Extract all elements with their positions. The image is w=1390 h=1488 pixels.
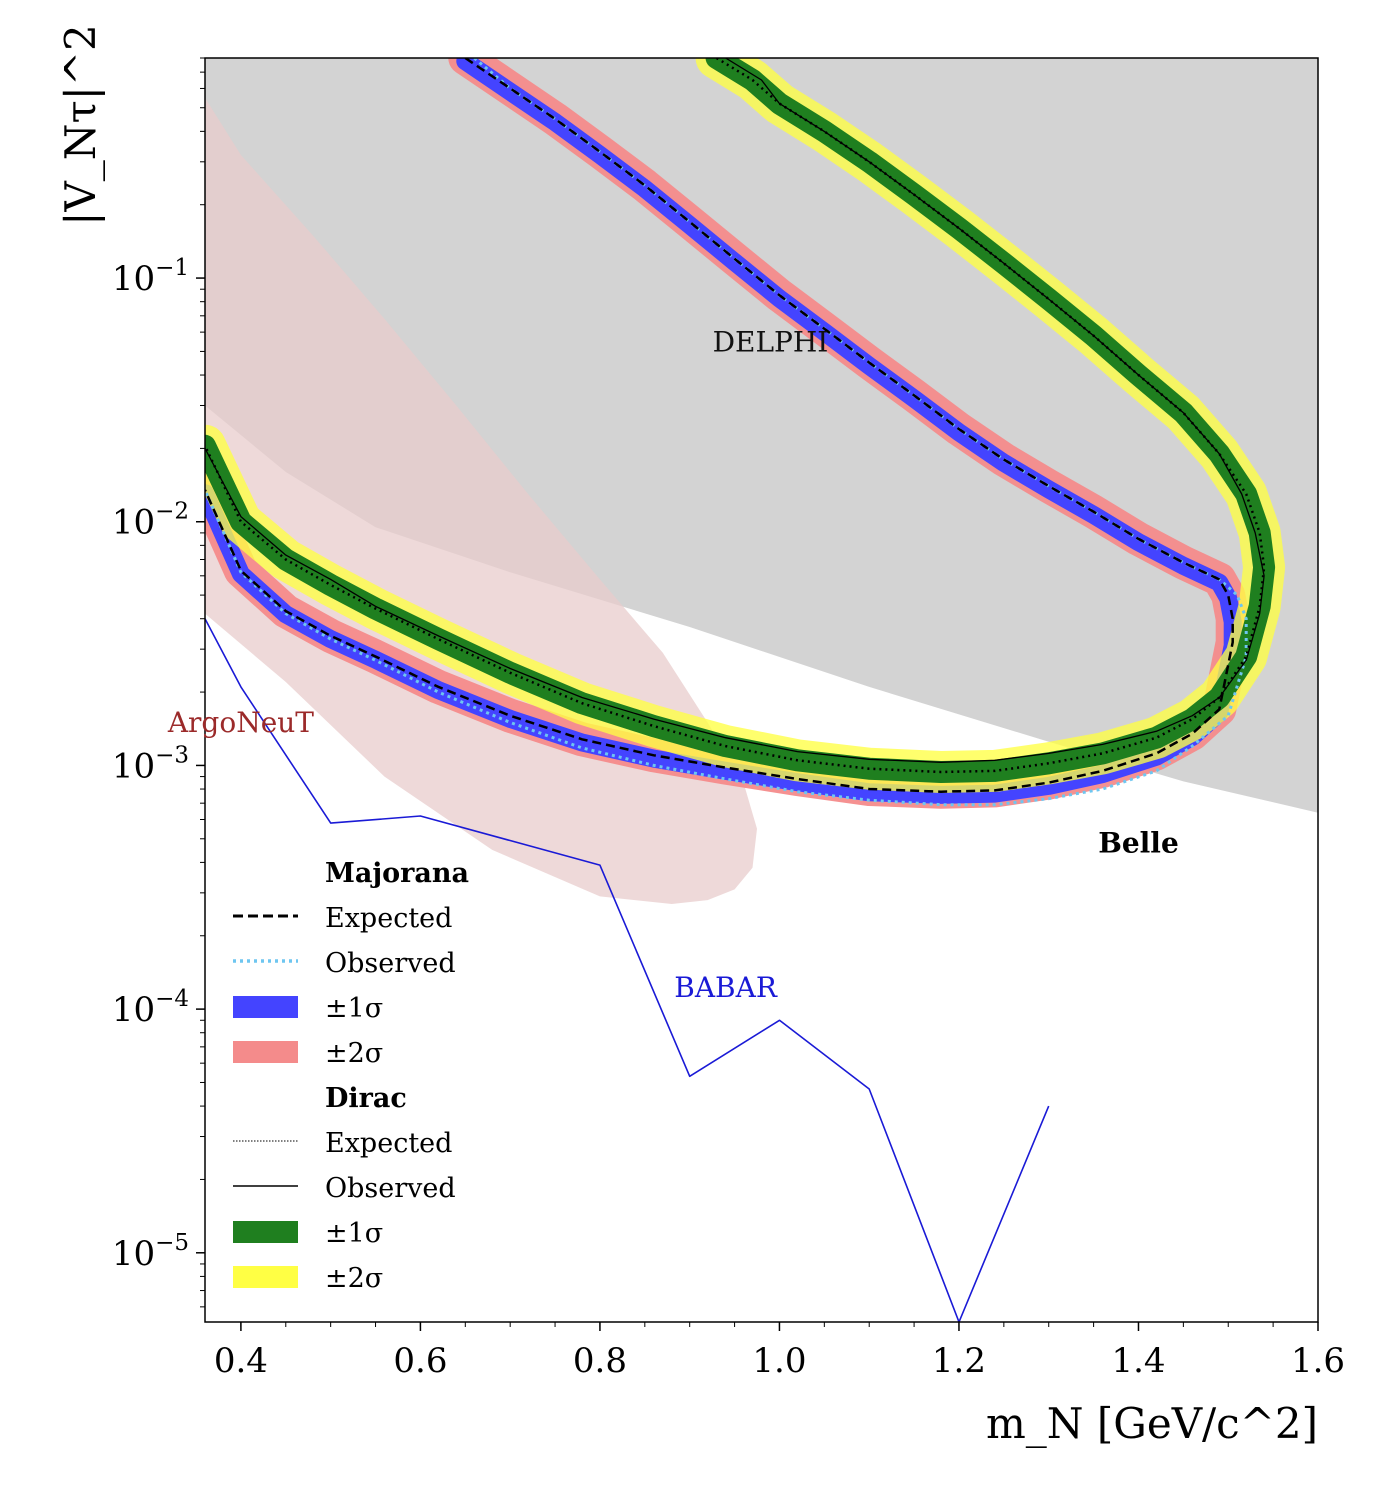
plot-area bbox=[205, 58, 1318, 1322]
legend-dirac-2sigma-swatch bbox=[233, 1266, 298, 1288]
babar-line bbox=[205, 618, 1050, 1322]
legend-dirac-observed: Observed bbox=[325, 1173, 456, 1204]
argoneut-label: ArgoNeuT bbox=[167, 706, 314, 739]
legend-dirac-title: Dirac bbox=[325, 1083, 407, 1114]
legend: Majorana Expected Observed ±1σ ±2σ Dirac… bbox=[233, 858, 469, 1294]
dirac-observed-line bbox=[205, 58, 1265, 763]
y-axis-title: |V_Nτ|^2 bbox=[56, 24, 105, 226]
x-axis-title: m_N [GeV/c^2] bbox=[986, 1399, 1318, 1448]
region-labels: DELPHI ArgoNeuT BABAR Belle bbox=[167, 325, 1179, 1004]
legend-dirac-1sigma-swatch bbox=[233, 1221, 298, 1243]
y-tick-label: 10−4 bbox=[112, 986, 189, 1030]
y-tick-label: 10−5 bbox=[112, 1230, 189, 1274]
x-tick-label: 1.4 bbox=[1111, 1341, 1165, 1381]
legend-majorana-title: Majorana bbox=[325, 858, 469, 889]
legend-dirac-1sigma: ±1σ bbox=[325, 1218, 383, 1249]
majorana-expected-line bbox=[205, 58, 1234, 793]
belle-label: Belle bbox=[1098, 826, 1179, 859]
delphi-label: DELPHI bbox=[713, 325, 829, 358]
x-tick-label: 1.0 bbox=[752, 1341, 806, 1381]
x-tick-label: 0.4 bbox=[214, 1341, 268, 1381]
legend-majorana-1sigma: ±1σ bbox=[325, 993, 383, 1024]
x-tick-label: 1.2 bbox=[932, 1341, 986, 1381]
plot-frame bbox=[204, 57, 1319, 1323]
legend-majorana-expected: Expected bbox=[325, 903, 452, 934]
delphi-region bbox=[205, 58, 1318, 813]
legend-majorana-observed: Observed bbox=[325, 948, 456, 979]
legend-majorana-2sigma: ±2σ bbox=[325, 1038, 383, 1069]
legend-majorana-2sigma-swatch bbox=[233, 1041, 298, 1063]
x-tick-label: 0.6 bbox=[393, 1341, 447, 1381]
babar-label: BABAR bbox=[674, 971, 778, 1004]
legend-dirac-expected: Expected bbox=[325, 1128, 452, 1159]
x-tick-label: 1.6 bbox=[1291, 1341, 1345, 1381]
y-tick-label: 10−2 bbox=[112, 499, 189, 543]
y-tick-label: 10−3 bbox=[112, 742, 189, 786]
axes: 0.4 0.6 0.8 1.0 1.2 1.4 1.6 10−5 10−4 10−3 10−2 10−… bbox=[56, 24, 1345, 1448]
y-tick-label: 10−1 bbox=[112, 255, 189, 299]
legend-dirac-2sigma: ±2σ bbox=[325, 1263, 383, 1294]
x-tick-label: 0.8 bbox=[573, 1341, 627, 1381]
legend-majorana-1sigma-swatch bbox=[233, 996, 298, 1018]
